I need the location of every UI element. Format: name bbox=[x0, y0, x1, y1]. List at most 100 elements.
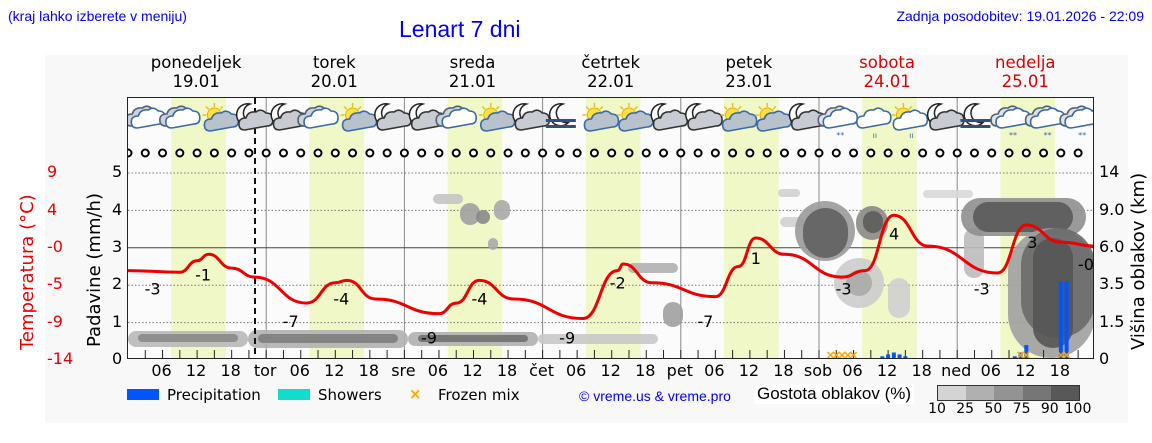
svg-text:**: ** bbox=[1009, 131, 1017, 140]
density-tick: 10 bbox=[928, 401, 946, 417]
moon-cloud-icon bbox=[926, 103, 965, 131]
svg-text:**: ** bbox=[1044, 131, 1052, 140]
frozen-mix-marker: × bbox=[831, 348, 841, 359]
day-date: 25.01 bbox=[1001, 72, 1049, 91]
x-tick-label: 12 bbox=[600, 361, 621, 380]
moon-cloud-icon bbox=[374, 103, 412, 131]
temperature-label: -3 bbox=[836, 280, 852, 299]
frozen-mix-marker: × bbox=[1021, 348, 1031, 359]
wind-marker bbox=[779, 148, 789, 158]
temperature-label: -3 bbox=[974, 280, 990, 299]
precipitation-bar bbox=[1024, 345, 1029, 358]
wind-marker bbox=[434, 148, 444, 158]
cloud-height-tick: 9.0 bbox=[1099, 200, 1125, 219]
x-tick-label: ned bbox=[941, 361, 972, 380]
cloud-density-blob bbox=[476, 210, 490, 224]
forecast-plot-svg: ××××× ×× ××-3-1-7-4-9-4-9-2-71-34-33-0** ıı… bbox=[128, 98, 1093, 359]
day-date: 21.01 bbox=[448, 72, 497, 91]
cloud-snow-icon: ** bbox=[990, 105, 1031, 140]
density-tick: 50 bbox=[984, 401, 1003, 417]
wind-marker bbox=[987, 148, 997, 158]
x-tick-label: sob bbox=[803, 361, 833, 380]
cloud-density-blob bbox=[138, 334, 238, 342]
x-tick-label: 18 bbox=[358, 361, 380, 380]
x-tick-label: 06 bbox=[151, 361, 172, 380]
legend-showers-label: Showers bbox=[318, 386, 382, 404]
cloud-rain-icon: ıı bbox=[856, 107, 892, 140]
frozen-mix-marker: × bbox=[837, 348, 847, 359]
temperature-tick: -0 bbox=[47, 237, 63, 256]
precipitation-tick: 2 bbox=[112, 274, 123, 293]
wind-marker bbox=[244, 148, 254, 158]
density-tick: 100 bbox=[1064, 401, 1092, 417]
cloud-density-blob bbox=[538, 334, 658, 344]
temperature-tick: -5 bbox=[47, 274, 63, 293]
cloud-density-blob bbox=[418, 335, 528, 342]
x-tick-label: 18 bbox=[773, 361, 794, 380]
temperature-label: -4 bbox=[472, 290, 488, 309]
cloud-height-tick: 6.0 bbox=[1099, 237, 1125, 256]
x-tick-label: 06 bbox=[980, 361, 1001, 380]
x-tick-label: čet bbox=[529, 361, 555, 380]
cloud-density-blob bbox=[488, 238, 498, 250]
cloud-density-blob bbox=[628, 263, 678, 273]
legend-precipitation-label: Precipitation bbox=[167, 386, 261, 404]
x-tick-label: 06 bbox=[842, 361, 863, 380]
density-tick: 25 bbox=[956, 401, 975, 417]
cloudy-icon bbox=[128, 105, 167, 129]
x-tick-label: tor bbox=[253, 361, 277, 380]
cloudy-icon bbox=[159, 105, 201, 129]
day-date: 22.01 bbox=[587, 72, 635, 91]
svg-text:**: ** bbox=[1078, 131, 1086, 140]
wind-marker bbox=[883, 148, 893, 158]
x-tick-label: 18 bbox=[911, 361, 932, 380]
day-name: nedelja bbox=[995, 53, 1056, 72]
wind-marker bbox=[227, 148, 237, 158]
day-header: torek 20.01 bbox=[274, 53, 394, 91]
wind-marker bbox=[365, 148, 375, 158]
cloud-density-blob bbox=[888, 278, 910, 318]
day-header: nedelja 25.01 bbox=[965, 53, 1085, 91]
cloud-height-tick: 0 bbox=[1099, 349, 1110, 368]
temperature-axis-label: Temperatura (°C) bbox=[17, 194, 38, 350]
wind-marker bbox=[969, 148, 979, 158]
frozen-mix-marker: × bbox=[849, 348, 859, 359]
sun-cloud-icon bbox=[582, 103, 620, 132]
day-name: sobota bbox=[859, 53, 916, 72]
wind-marker bbox=[520, 148, 530, 158]
x-tick-label: 12 bbox=[185, 361, 207, 380]
precipitation-bar bbox=[1012, 356, 1017, 358]
cloud-snow-icon: ** bbox=[1024, 105, 1066, 140]
precipitation-bar bbox=[880, 356, 885, 358]
temperature-label: -7 bbox=[283, 312, 299, 331]
wind-marker bbox=[918, 148, 928, 158]
cloud-density-blob bbox=[846, 270, 872, 296]
cloud-density-blob bbox=[258, 334, 398, 343]
temperature-label: 3 bbox=[1027, 233, 1037, 252]
precipitation-axis-label: Padavine (mm/h) bbox=[84, 193, 105, 347]
wind-marker bbox=[175, 148, 185, 158]
legend-precipitation-swatch bbox=[127, 389, 159, 400]
temperature-label: -7 bbox=[697, 312, 713, 331]
credit-link[interactable]: © vreme.us & vreme.pro bbox=[579, 388, 731, 404]
daylight-band bbox=[171, 98, 226, 358]
cloud-density-blob bbox=[433, 194, 463, 204]
cloudy-icon bbox=[435, 105, 478, 129]
temperature-label: -9 bbox=[421, 328, 437, 347]
day-name: sreda bbox=[449, 53, 496, 72]
wind-marker bbox=[1056, 148, 1066, 158]
precipitation-bar bbox=[1058, 281, 1063, 358]
moon-fog-icon bbox=[960, 103, 991, 128]
wind-marker bbox=[348, 148, 358, 158]
frozen-mix-marker: × bbox=[1062, 348, 1072, 359]
day-date: 19.01 bbox=[172, 72, 220, 91]
cloud-density-blob bbox=[778, 189, 800, 197]
x-tick-label: 06 bbox=[289, 361, 310, 380]
wind-marker bbox=[641, 148, 651, 158]
x-tick-label: 12 bbox=[1015, 361, 1036, 380]
temperature-tick: -14 bbox=[47, 349, 74, 368]
precipitation-tick: 4 bbox=[112, 200, 123, 219]
frozen-mix-marker: × bbox=[1016, 348, 1026, 359]
wind-marker bbox=[313, 148, 323, 158]
cloudy-icon bbox=[297, 105, 339, 129]
